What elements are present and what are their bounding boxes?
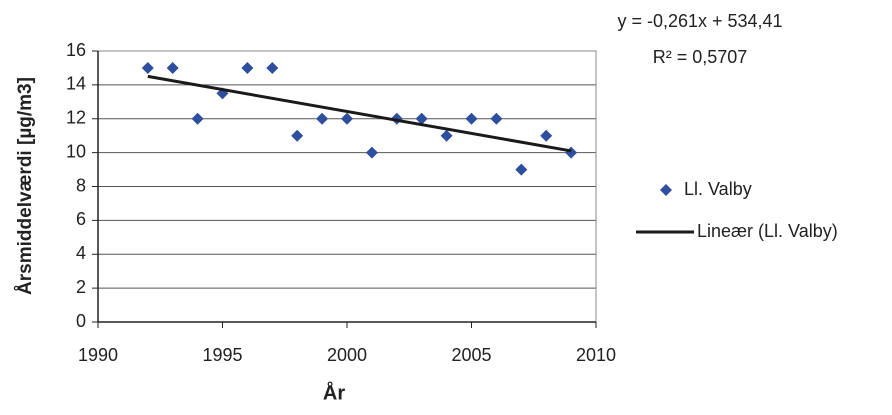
x-tick-label: 2005 bbox=[451, 345, 491, 365]
r-squared: R² = 0,5707 bbox=[653, 47, 748, 67]
data-point bbox=[490, 112, 503, 125]
data-point bbox=[291, 129, 304, 142]
data-point bbox=[191, 112, 204, 125]
legend-label: Ll. Valby bbox=[684, 179, 752, 199]
legend-label: Lineær (Ll. Valby) bbox=[697, 221, 838, 241]
y-tick-label: 16 bbox=[66, 40, 86, 60]
data-point bbox=[365, 146, 378, 159]
x-tick-label: 2000 bbox=[327, 345, 367, 365]
data-point bbox=[440, 129, 453, 142]
data-point bbox=[515, 163, 528, 176]
trend-line bbox=[147, 74, 572, 153]
x-tick-label: 2010 bbox=[576, 345, 616, 365]
equation: y = -0,261x + 534,41 bbox=[617, 11, 782, 31]
data-point bbox=[266, 61, 279, 74]
y-axis-label: Årsmiddelværdi [µg/m3] bbox=[15, 77, 36, 295]
x-axis-label: År bbox=[323, 380, 345, 404]
data-point bbox=[241, 61, 254, 74]
x-tick-label: 1990 bbox=[78, 345, 118, 365]
y-tick-label: 8 bbox=[76, 175, 86, 195]
y-tick-label: 2 bbox=[76, 277, 86, 297]
y-tick-label: 10 bbox=[66, 141, 86, 161]
y-tick-label: 6 bbox=[76, 209, 86, 229]
data-point bbox=[415, 112, 428, 125]
data-point bbox=[540, 129, 553, 142]
data-point bbox=[166, 61, 179, 74]
y-tick-label: 0 bbox=[76, 311, 86, 331]
data-point bbox=[565, 146, 578, 159]
y-tick-label: 4 bbox=[76, 243, 86, 263]
data-point bbox=[341, 112, 353, 125]
data-point bbox=[465, 112, 478, 125]
legend-marker bbox=[660, 184, 672, 196]
y-tick-label: 12 bbox=[66, 108, 86, 128]
y-tick-label: 14 bbox=[66, 74, 86, 94]
data-point bbox=[141, 61, 154, 74]
data-point bbox=[316, 112, 329, 125]
x-tick-label: 1995 bbox=[202, 345, 242, 365]
